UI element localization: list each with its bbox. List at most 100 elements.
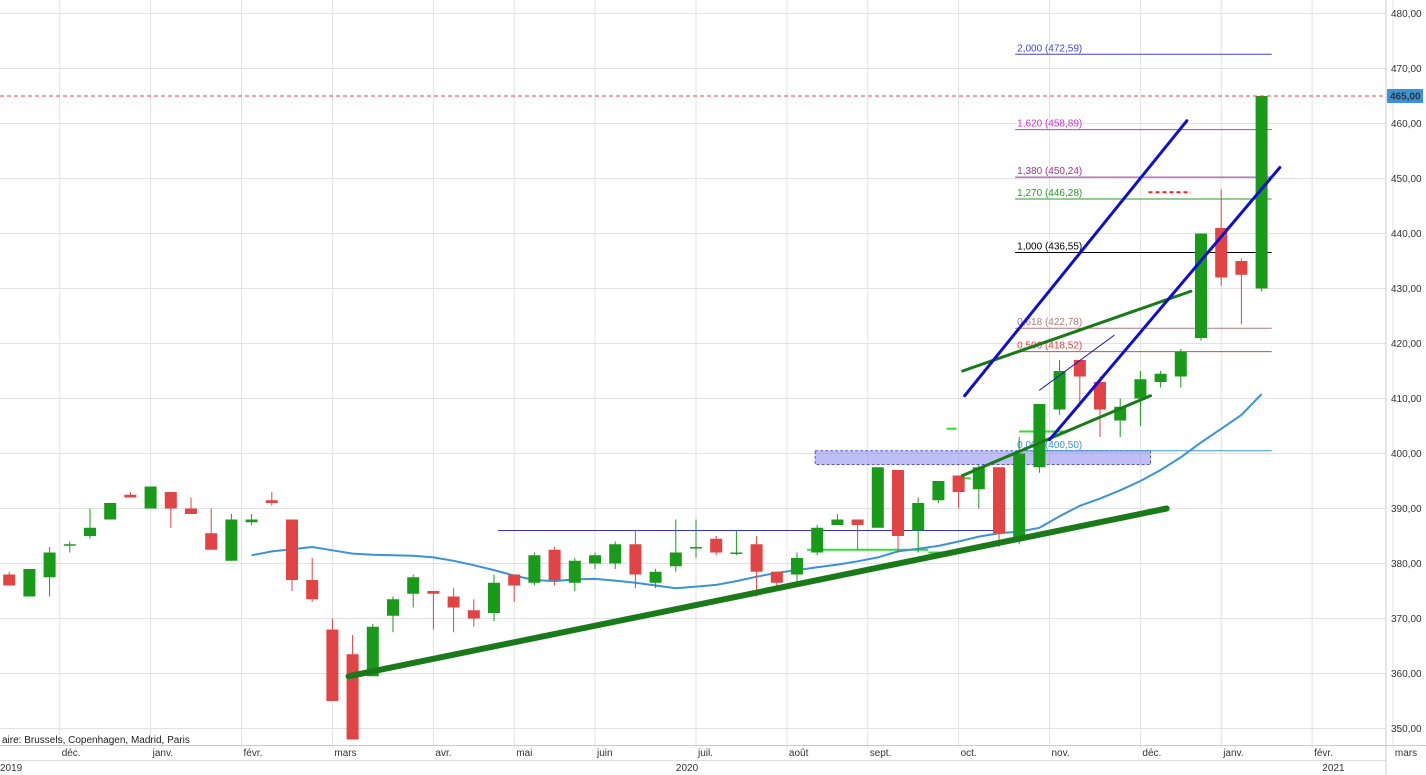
candle-body [972,467,985,490]
candle [831,514,844,525]
candle [811,525,824,556]
candle [43,547,56,597]
candle [851,519,864,550]
fib-level-label: 1,270 (446,28) [1017,188,1082,199]
candle-body [346,654,359,740]
candle-body [508,574,521,586]
y-tick-label: 360,00 [1391,669,1422,680]
candle [568,558,581,591]
candle-body [63,544,76,546]
candle-body [245,519,258,523]
candle [326,618,339,701]
candle-body [286,519,298,580]
candle-body [932,481,945,501]
candle-body [366,626,379,677]
candle [104,503,117,520]
candle-body [1013,453,1026,539]
candle [1013,437,1026,545]
candle-body [104,503,117,520]
candle [791,552,803,586]
candle [972,464,985,509]
candle-body [185,508,197,514]
candle [265,492,278,506]
y-tick-label: 350,00 [1391,724,1422,735]
trendline [345,505,1170,680]
y-tick-label: 480,00 [1391,9,1422,20]
consolidation-zone-layer [814,450,1151,465]
candle [346,635,359,740]
x-month-label: sept. [870,748,892,759]
candle [1174,349,1187,388]
x-month-label: juin [596,748,613,759]
candle [892,470,904,553]
fibonacci-layer: 2,000 (472,59) 1,620 (458,89) 1,380 (450,2… [1015,43,1272,452]
trendline [1048,166,1282,442]
candle-body [609,544,622,564]
candle-body [528,555,541,583]
x-month-label: oct. [961,748,977,759]
candle [1073,360,1086,407]
candle [1033,404,1046,473]
candle [1114,398,1127,437]
x-month-label: avr. [435,748,451,759]
candle [245,514,258,525]
candle-body [589,555,601,564]
x-month-label: mai [516,748,532,759]
candle-body [791,558,803,575]
x-month-label: nov. [1052,748,1070,759]
y-tick-label: 370,00 [1391,614,1422,625]
candle-body [770,571,783,583]
x-month-label: févr. [244,748,263,759]
candle [993,467,1005,547]
candle-body [690,547,702,549]
consolidation-zone [814,450,1151,465]
candle [3,571,16,586]
fib-level-label: 0,618 (422,78) [1017,317,1082,328]
candle-body [1195,233,1207,338]
candle [548,547,561,586]
candle [669,519,682,572]
trendline [961,289,1193,373]
candle-body [164,492,177,509]
candle-body [387,599,399,616]
candle [387,596,399,633]
candle [629,530,642,589]
candle-body [1033,404,1046,468]
fib-level-label: 0,500 (418,52) [1017,341,1082,352]
candle [144,486,157,509]
candle-body [1073,360,1086,377]
candle [427,591,440,630]
y-tick-label: 460,00 [1391,119,1422,130]
x-year-label: 2019 [0,763,23,774]
exchange-note: aire: Brussels, Copenhagen, Madrid, Pari… [2,735,190,746]
candle [124,492,137,498]
current-price-badge [1387,89,1423,103]
candle-body [144,486,157,509]
candle-body [265,500,278,503]
candle [528,552,541,586]
candle-body [669,552,682,567]
candle-body [84,527,96,536]
candle [508,574,521,602]
candle [63,541,76,553]
candle [1235,258,1248,325]
candle [589,552,601,569]
candle [750,536,763,597]
candle-body [831,519,844,525]
candle [690,519,702,558]
candle [730,530,743,556]
candle-body [851,519,864,525]
candles-layer [3,96,1268,740]
y-tick-label: 400,00 [1391,449,1422,460]
candle [1154,371,1167,388]
y-tick-label: 380,00 [1391,559,1422,570]
current-price-label: 465,00 [1390,92,1421,103]
candle-body [427,591,440,594]
candle [710,536,723,556]
x-month-label: mars [334,748,356,759]
candle-body [730,552,743,554]
candle [871,467,884,528]
candle-body [892,470,904,536]
